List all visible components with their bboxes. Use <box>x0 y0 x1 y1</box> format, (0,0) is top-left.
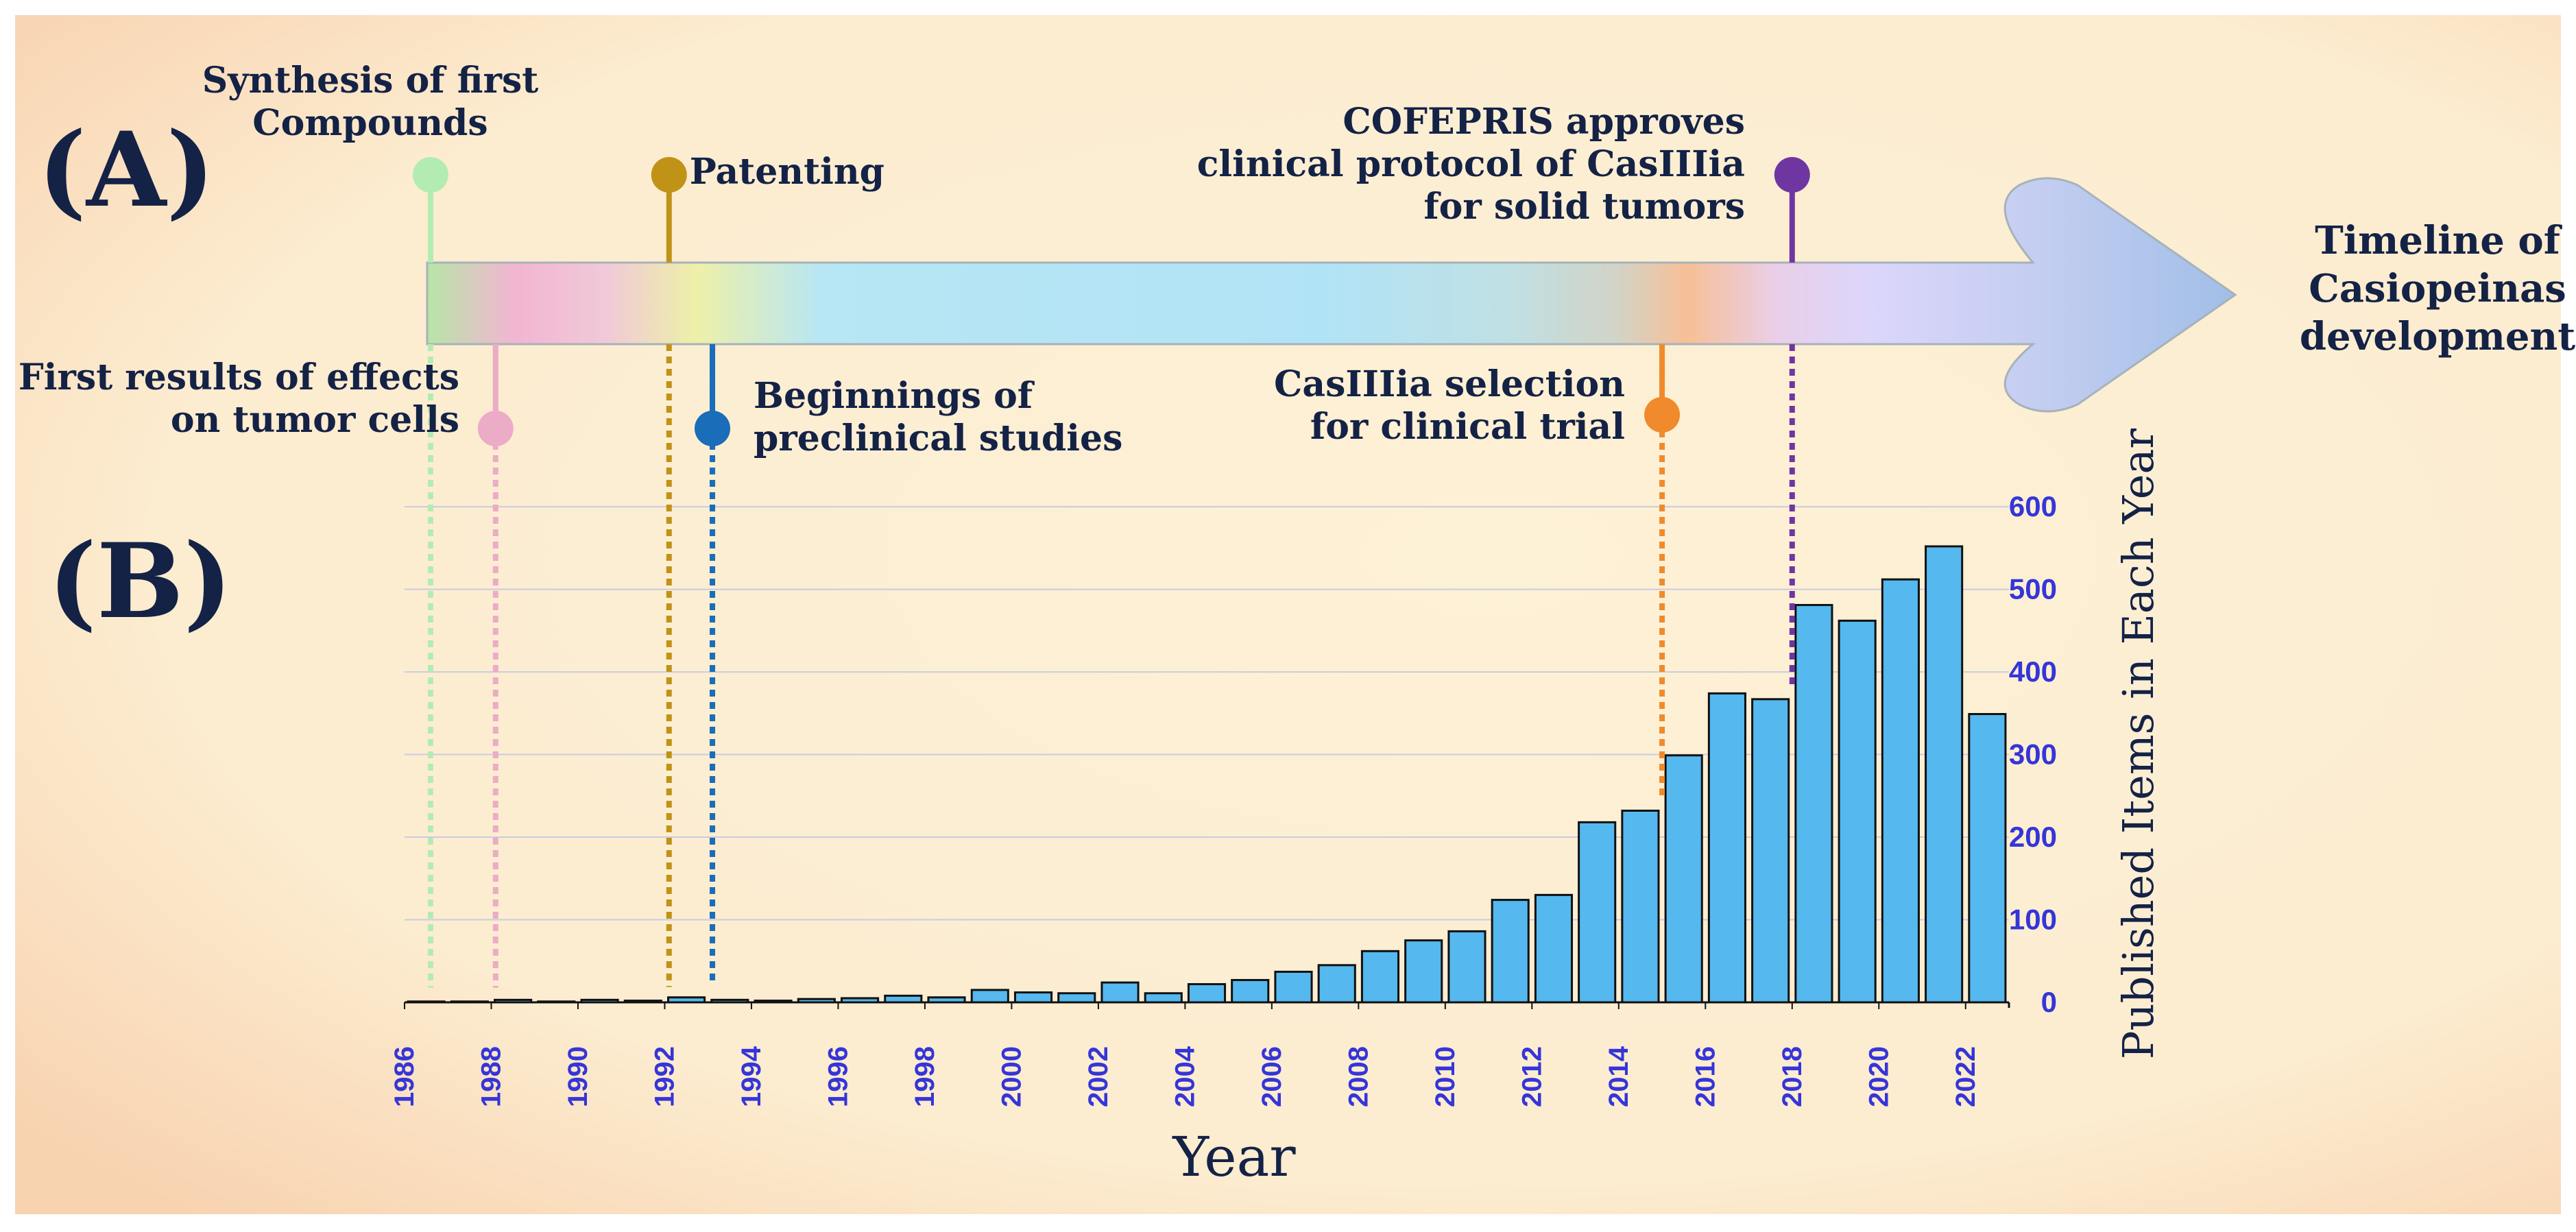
bar <box>1664 754 1703 1004</box>
bar <box>1013 991 1053 1004</box>
event-marker <box>651 157 687 193</box>
event-label: COFEPRIS approves <box>1343 101 1745 143</box>
x-tick-label: 2000 <box>996 1046 1026 1107</box>
bar <box>1968 713 2007 1004</box>
bar <box>1274 970 1313 1004</box>
arrow-title-line-1: Timeline of <box>2315 218 2563 263</box>
event-marker <box>1644 397 1681 433</box>
y-tick-labels: 0 100 200 300 400 500 600 <box>2009 490 2057 1018</box>
event-marker <box>1774 157 1810 193</box>
arrow-title-line-2: Casiopeinas <box>2309 266 2566 311</box>
bar <box>1491 899 1530 1004</box>
y-tick-label: 0 <box>2041 986 2057 1018</box>
event-label: Beginnings of <box>754 375 1035 417</box>
x-tick-label: 1992 <box>649 1046 679 1107</box>
bar <box>1751 698 1790 1004</box>
bar <box>1621 809 1660 1004</box>
timeline-arrow <box>426 177 2237 413</box>
bar <box>1534 893 1574 1004</box>
x-tick-labels: 1986 1988 1990 1992 1994 1996 1998 2000 2002 2004… <box>389 1002 1981 1107</box>
event-label: clinical protocol of CasIIIia <box>1197 143 1745 185</box>
panel-a-label: (A) <box>38 110 215 230</box>
panel-b-label: (B) <box>48 521 232 642</box>
event-label: Compounds <box>252 102 487 144</box>
x-tick-label: 1996 <box>823 1046 853 1107</box>
bar <box>1057 992 1096 1004</box>
figure-background <box>15 15 2561 1214</box>
y-tick-label: 500 <box>2009 573 2057 605</box>
event-label: Patenting <box>690 151 884 193</box>
event-label: for clinical trial <box>1310 406 1625 448</box>
event-label: preclinical studies <box>754 418 1122 459</box>
x-tick-label: 2004 <box>1170 1046 1200 1107</box>
bar <box>1404 939 1443 1004</box>
bar <box>1925 545 1964 1004</box>
bar <box>1707 692 1746 1004</box>
y-tick-label: 100 <box>2009 904 2057 936</box>
bar <box>1100 981 1140 1004</box>
y-tick-label: 200 <box>2009 821 2057 853</box>
x-tick-label: 1994 <box>736 1046 767 1107</box>
bar <box>970 989 1009 1004</box>
bar <box>1447 930 1486 1004</box>
event-label: on tumor cells <box>171 399 459 441</box>
y-tick-label: 300 <box>2009 738 2057 771</box>
bar <box>1838 619 1877 1004</box>
y-tick-label: 400 <box>2009 655 2057 688</box>
x-tick-label: 1988 <box>476 1046 506 1107</box>
x-tick-label: 2016 <box>1690 1046 1720 1107</box>
bar <box>1144 992 1183 1004</box>
event-marker <box>695 411 731 446</box>
x-tick-label: 2006 <box>1257 1046 1287 1107</box>
bar <box>1317 964 1356 1004</box>
event-label: Synthesis of first <box>202 60 539 101</box>
bar <box>1187 982 1227 1004</box>
bar <box>1231 978 1270 1004</box>
x-tick-label: 1998 <box>910 1046 940 1107</box>
x-tick-label: 2008 <box>1343 1046 1373 1107</box>
x-tick-label: 2018 <box>1777 1046 1807 1107</box>
x-tick-label: 2014 <box>1604 1046 1634 1107</box>
event-label: for solid tumors <box>1423 186 1745 228</box>
arrow-title-line-3: development <box>2300 314 2575 359</box>
x-tick-label: 2012 <box>1517 1046 1547 1107</box>
event-label: First results of effects <box>19 357 459 398</box>
x-tick-label: 2022 <box>1951 1046 1981 1107</box>
x-tick-label: 2002 <box>1083 1046 1114 1107</box>
bar <box>1881 578 1920 1004</box>
event-marker <box>412 157 448 193</box>
bar <box>1578 821 1617 1004</box>
x-tick-label: 1986 <box>389 1046 420 1107</box>
bar <box>1794 603 1833 1004</box>
x-tick-label: 2020 <box>1864 1046 1894 1107</box>
bar <box>1360 950 1400 1004</box>
x-axis-title: Year <box>1172 1125 1296 1189</box>
y-tick-label: 600 <box>2009 490 2057 522</box>
bars <box>407 545 2007 1004</box>
x-tick-label: 1990 <box>563 1046 593 1107</box>
y-axis-title: Published Items in Each Year <box>2113 428 2163 1059</box>
x-tick-label: 2010 <box>1430 1046 1460 1107</box>
event-marker <box>477 411 514 446</box>
event-label: CasIIIia selection <box>1274 363 1625 405</box>
